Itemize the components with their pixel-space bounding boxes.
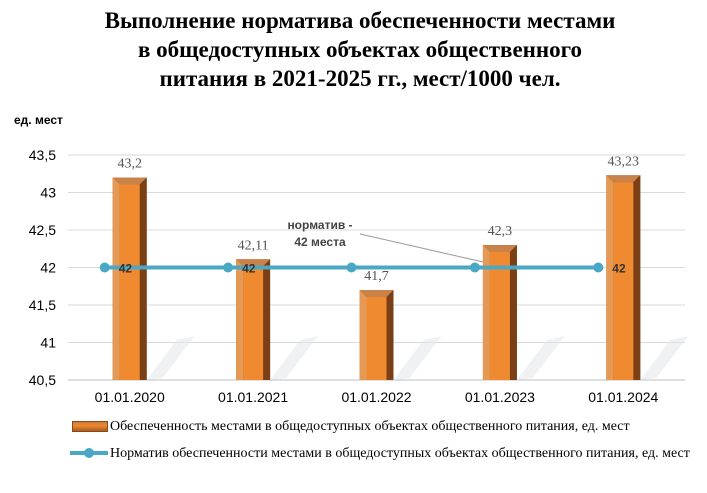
- legend-item-line: Норматив обеспеченности местами в общедо…: [70, 445, 690, 462]
- legend-line-swatch: [70, 448, 108, 458]
- title-line-2: в общедоступных объектах общественного: [137, 37, 583, 62]
- annotation-line-1: норматив -: [287, 218, 352, 232]
- bar-face: [613, 182, 634, 380]
- bar-bevel-left: [112, 177, 120, 380]
- legend-bar-swatch: [72, 421, 108, 432]
- chart-title: Выполнение норматива обеспеченности мест…: [40, 6, 680, 93]
- norm-point: [99, 262, 110, 273]
- bar-shadow: [393, 336, 442, 380]
- norm-point: [593, 262, 604, 273]
- y-tick-label: 40,5: [29, 372, 56, 388]
- bar-data-label: 41,7: [364, 269, 389, 284]
- bar-bevel-top: [112, 177, 147, 185]
- y-tick-label: 41,5: [29, 297, 56, 313]
- bar-bevel-top: [606, 175, 641, 183]
- legend: Обеспеченность местами в общедоступных о…: [70, 418, 690, 462]
- x-tick-label: 01.01.2022: [341, 389, 411, 405]
- legend-bar-label: Обеспеченность местами в общедоступных о…: [110, 419, 630, 434]
- norm-point: [223, 262, 234, 273]
- bar-bevel-right: [139, 177, 147, 380]
- x-tick-label: 01.01.2021: [218, 389, 288, 405]
- bar-face: [366, 297, 387, 380]
- annotation-leader: [359, 233, 484, 263]
- y-tick-label: 41: [40, 335, 56, 351]
- legend-line-label: Норматив обеспеченности местами в общедо…: [110, 446, 690, 461]
- bar-bevel-right: [263, 259, 271, 380]
- bar-bevel-left: [236, 259, 244, 380]
- x-tick-label: 01.01.2023: [465, 389, 535, 405]
- norm-data-label: 42: [242, 262, 256, 276]
- bar-shadow: [146, 336, 195, 380]
- norm-data-label: 42: [119, 262, 133, 276]
- y-tick-label: 43: [40, 185, 56, 201]
- legend-item-bar: Обеспеченность местами в общедоступных о…: [70, 418, 690, 435]
- bar-bevel-left: [482, 245, 490, 380]
- norm-point: [346, 262, 357, 273]
- bar-bevel-right: [633, 175, 641, 380]
- norm-data-label: 42: [612, 262, 626, 276]
- bar-bevel-top: [236, 259, 271, 267]
- norm-point: [469, 262, 480, 273]
- y-tick-label: 42,5: [29, 222, 56, 238]
- x-tick-label: 01.01.2024: [588, 389, 658, 405]
- bar-data-label: 42,11: [238, 238, 269, 253]
- y-axis-label: ед. мест: [14, 113, 63, 127]
- bar-face: [489, 252, 510, 380]
- bar-shadow: [640, 336, 689, 380]
- bar-bevel-top: [482, 245, 517, 252]
- bar-face: [243, 266, 264, 380]
- bar-bevel-right: [509, 245, 517, 380]
- x-tick-label: 01.01.2020: [95, 389, 165, 405]
- bar-bevel-top: [359, 290, 394, 297]
- bar-bevel-right: [386, 290, 394, 380]
- bar-shadow: [270, 336, 319, 380]
- title-line-1: Выполнение норматива обеспеченности мест…: [104, 8, 616, 33]
- bar-data-label: 43,2: [117, 157, 142, 172]
- y-tick-label: 43,5: [29, 147, 56, 163]
- annotation-line-2: 42 места: [294, 235, 346, 249]
- bar-face: [119, 184, 140, 380]
- y-tick-label: 42: [40, 260, 56, 276]
- bar-bevel-left: [606, 175, 614, 380]
- title-line-3: питания в 2021-2025 гг., мест/1000 чел.: [159, 66, 561, 91]
- bar-data-label: 42,3: [488, 224, 513, 239]
- bar-shadow: [516, 336, 565, 380]
- chart-plot: 40,5 41 41,5 42 42,5 43 43,5 01.01.2020 01.01.20…: [29, 147, 689, 405]
- bar-bevel-left: [359, 290, 367, 380]
- bar-data-label: 43,23: [608, 154, 640, 169]
